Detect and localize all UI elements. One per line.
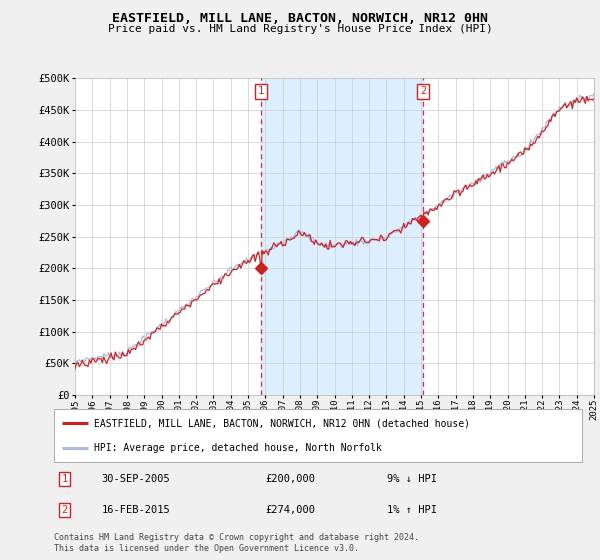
Text: 30-SEP-2005: 30-SEP-2005 — [101, 474, 170, 484]
Text: 1: 1 — [61, 474, 68, 484]
Text: Price paid vs. HM Land Registry's House Price Index (HPI): Price paid vs. HM Land Registry's House … — [107, 24, 493, 34]
Text: 9% ↓ HPI: 9% ↓ HPI — [386, 474, 437, 484]
Text: HPI: Average price, detached house, North Norfolk: HPI: Average price, detached house, Nort… — [94, 442, 382, 452]
Text: £274,000: £274,000 — [265, 505, 315, 515]
Text: £200,000: £200,000 — [265, 474, 315, 484]
Bar — [261, 78, 423, 395]
Text: EASTFIELD, MILL LANE, BACTON, NORWICH, NR12 0HN: EASTFIELD, MILL LANE, BACTON, NORWICH, N… — [112, 12, 488, 25]
Text: 16-FEB-2015: 16-FEB-2015 — [101, 505, 170, 515]
Text: Contains HM Land Registry data © Crown copyright and database right 2024.
This d: Contains HM Land Registry data © Crown c… — [54, 533, 419, 553]
Text: 1% ↑ HPI: 1% ↑ HPI — [386, 505, 437, 515]
Text: 2: 2 — [61, 505, 68, 515]
Text: EASTFIELD, MILL LANE, BACTON, NORWICH, NR12 0HN (detached house): EASTFIELD, MILL LANE, BACTON, NORWICH, N… — [94, 418, 470, 428]
Text: 2: 2 — [420, 86, 426, 96]
Text: 1: 1 — [258, 86, 264, 96]
